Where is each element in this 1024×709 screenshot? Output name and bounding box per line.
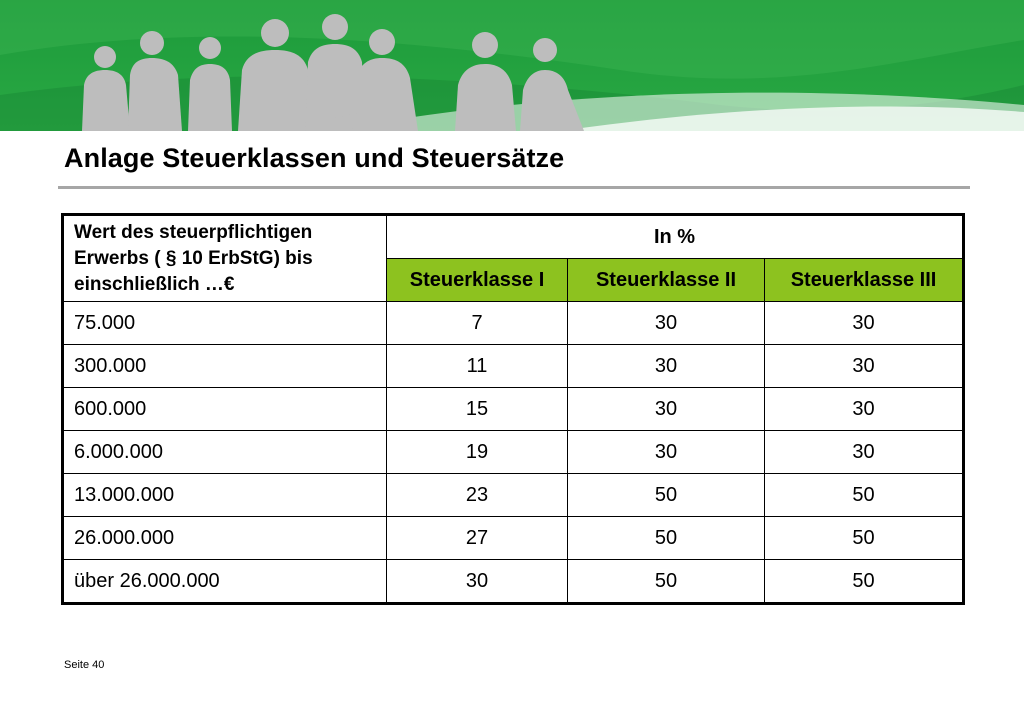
rate-class-3: 30 xyxy=(763,301,965,345)
rate-class-1: 30 xyxy=(386,559,568,604)
table-row: 13.000.000 23 50 50 xyxy=(62,473,965,517)
table-row: 26.000.000 27 50 50 xyxy=(62,516,965,560)
header-percent: In % xyxy=(385,214,965,259)
rate-class-2: 30 xyxy=(567,387,765,431)
table-row: 6.000.000 19 30 30 xyxy=(62,430,965,474)
table-row: 75.000 7 30 30 xyxy=(62,301,965,345)
rate-class-1: 23 xyxy=(386,473,568,517)
value-cell: über 26.000.000 xyxy=(62,559,387,604)
table-row: 300.000 11 30 30 xyxy=(62,344,965,388)
rate-class-2: 50 xyxy=(567,473,765,517)
rate-class-1: 11 xyxy=(386,344,568,388)
rate-class-3: 50 xyxy=(763,473,965,517)
rate-class-2: 50 xyxy=(567,516,765,560)
tax-rate-table: Wert des steuerpflichtigen Erwerbs ( § 1… xyxy=(61,213,966,605)
rate-class-1: 7 xyxy=(386,301,568,345)
rate-class-1: 27 xyxy=(386,516,568,560)
rate-class-2: 30 xyxy=(567,430,765,474)
value-cell: 13.000.000 xyxy=(62,473,387,517)
table-row: 600.000 15 30 30 xyxy=(62,387,965,431)
rate-class-2: 30 xyxy=(567,344,765,388)
header-class-3: Steuerklasse III xyxy=(763,258,965,302)
people-silhouettes-banner xyxy=(0,0,1024,131)
rate-class-2: 30 xyxy=(567,301,765,345)
value-cell: 300.000 xyxy=(62,344,387,388)
rate-class-2: 50 xyxy=(567,559,765,604)
rate-class-3: 50 xyxy=(763,516,965,560)
rate-class-3: 50 xyxy=(763,559,965,604)
rate-class-3: 30 xyxy=(763,387,965,431)
title-divider xyxy=(58,186,970,189)
value-cell: 6.000.000 xyxy=(62,430,387,474)
header-class-2: Steuerklasse II xyxy=(567,258,765,302)
rate-class-1: 15 xyxy=(386,387,568,431)
header-banner xyxy=(0,0,1024,131)
page-number: Seite 40 xyxy=(64,659,105,671)
header-value-column: Wert des steuerpflichtigen Erwerbs ( § 1… xyxy=(62,214,387,302)
rate-class-1: 19 xyxy=(386,430,568,474)
header-class-1: Steuerklasse I xyxy=(386,258,568,302)
rate-class-3: 30 xyxy=(763,344,965,388)
page-title: Anlage Steuerklassen und Steuersätze xyxy=(64,143,565,173)
value-cell: 600.000 xyxy=(62,387,387,431)
value-cell: 26.000.000 xyxy=(62,516,387,560)
rate-class-3: 30 xyxy=(763,430,965,474)
value-cell: 75.000 xyxy=(62,301,387,345)
table-row: über 26.000.000 30 50 50 xyxy=(62,559,965,604)
